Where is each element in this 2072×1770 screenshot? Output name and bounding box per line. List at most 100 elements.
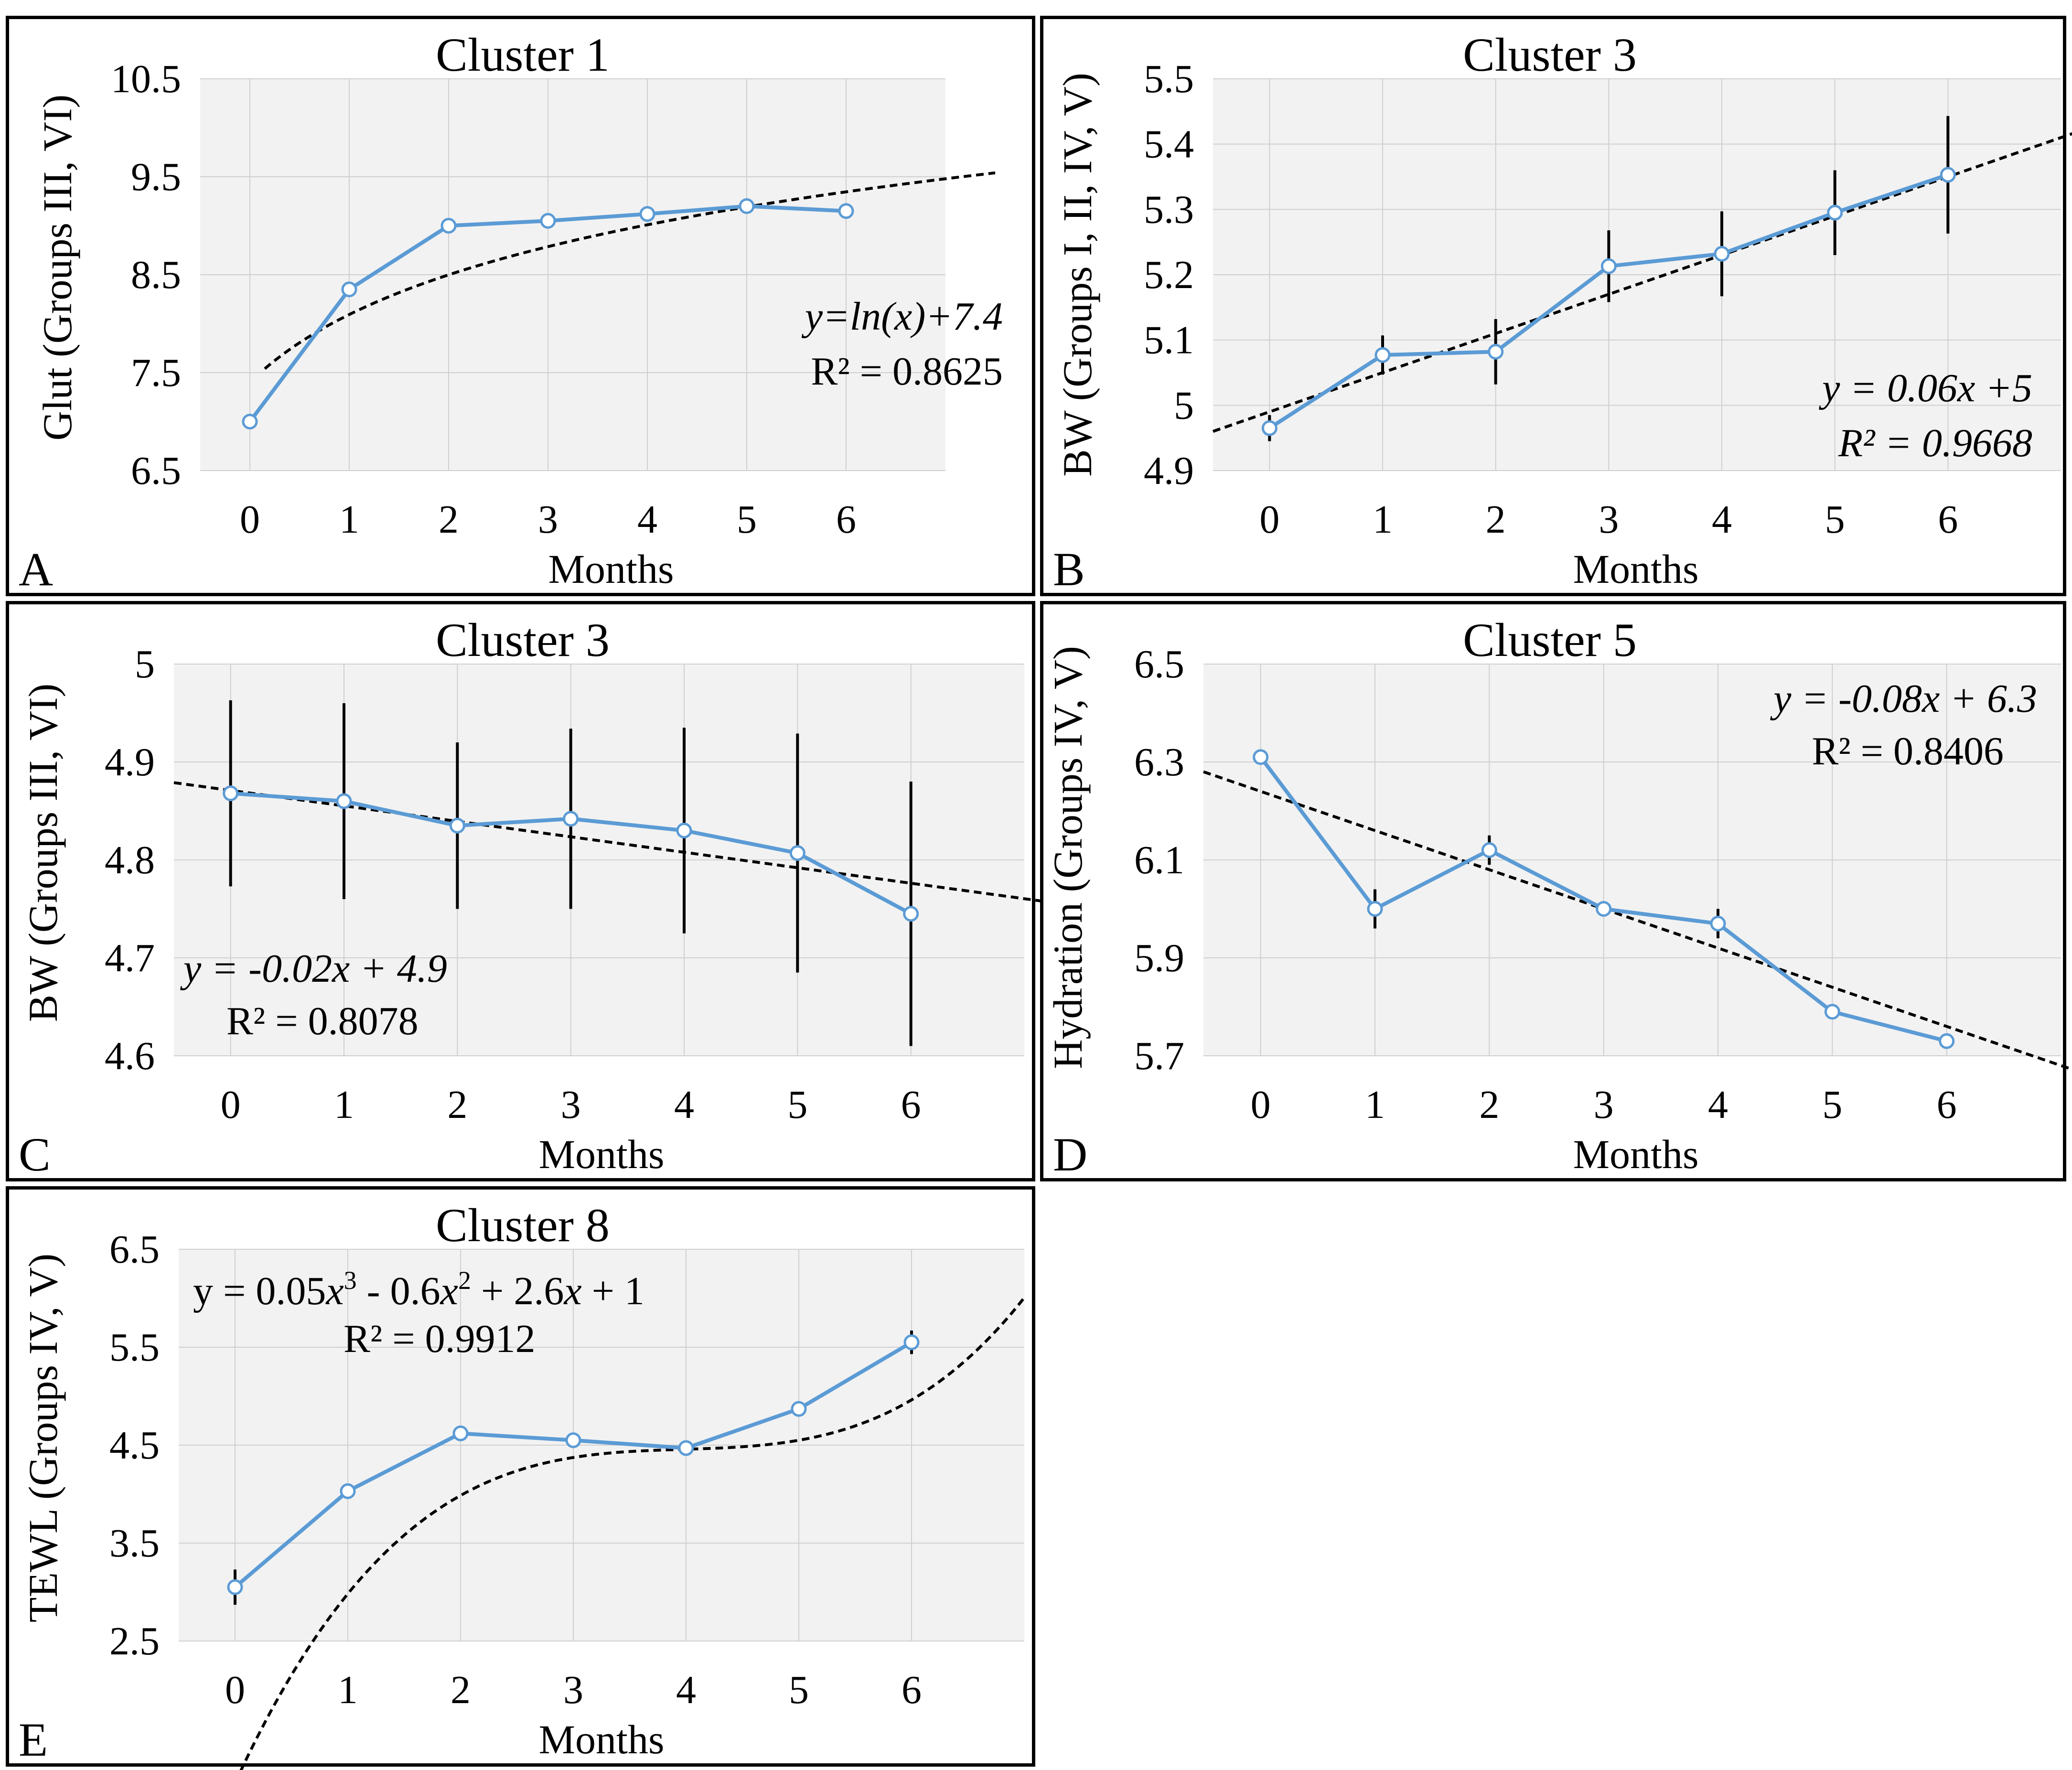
y-axis-label: Hydration (Groups IV, V) xyxy=(1045,646,1091,1069)
x-tick-label: 4 xyxy=(1708,1083,1728,1127)
x-tick-label: 1 xyxy=(338,1668,358,1712)
y-tick-label: 5.5 xyxy=(1144,57,1194,101)
chart-e: Cluster 8 2.5 3.5 4.5 5.5 6.5 0 1 2 3 4 5 6 y = 0.0… xyxy=(19,1199,1026,1770)
chart-title: Cluster 5 xyxy=(1463,613,1637,666)
r-squared: R² = 0.9912 xyxy=(344,1317,536,1361)
data-point xyxy=(789,845,805,861)
chart-c: Cluster 3 4.6 4.7 4.8 4.9 5 0 1 2 3 4 5 6 y = -0.02… xyxy=(19,613,1082,1181)
data-point xyxy=(563,811,579,827)
plot-area: 6.5 7.5 8.5 9.5 10.5 0 1 2 3 4 5 6 xyxy=(111,57,996,542)
chart-title: Cluster 3 xyxy=(1463,28,1637,81)
x-tick-label: 5 xyxy=(737,497,757,542)
y-tick-label: 5.9 xyxy=(1134,936,1184,980)
y-tick-label: 5.1 xyxy=(1144,318,1194,363)
data-point xyxy=(1600,258,1617,274)
panel-d: Cluster 5 5.7 5.9 6.1 6.3 6.5 0 1 2 3 4 5 6 y = -0.… xyxy=(1040,601,2072,1181)
data-point xyxy=(1824,1004,1840,1020)
x-tick-label: 4 xyxy=(676,1668,696,1712)
y-axis-label: BW (Groups I, II, IV, V) xyxy=(1054,73,1100,477)
y-tick-label: 9.5 xyxy=(131,155,181,199)
y-tick-label: 10.5 xyxy=(111,57,181,101)
plot-area: 5.7 5.9 6.1 6.3 6.5 0 1 2 3 4 5 6 xyxy=(1134,642,2072,1127)
x-tick-label: 0 xyxy=(240,497,260,542)
plot-area: 4.9 5 5.1 5.2 5.3 5.4 5.5 0 1 2 3 4 5 6 xyxy=(1144,57,2072,542)
x-tick-label: 4 xyxy=(674,1083,694,1127)
r-squared: R² = 0.8625 xyxy=(811,349,1003,394)
x-tick-label: 6 xyxy=(836,497,856,542)
x-tick-label: 0 xyxy=(225,1668,245,1712)
y-tick-label: 4.9 xyxy=(105,740,155,784)
x-tick-label: 6 xyxy=(1938,497,1958,542)
equation-part: y = 0.05 xyxy=(193,1269,326,1313)
x-tick-label: 6 xyxy=(1937,1083,1957,1127)
x-tick-label: 3 xyxy=(563,1668,583,1712)
trendline xyxy=(264,171,996,370)
panel-a: Cluster 1 6.5 7.5 8.5 9.5 10.5 0 1 2 3 4 5 6 y=ln(x… xyxy=(6,16,1035,596)
data-point xyxy=(1374,347,1391,363)
y-tick-label: 4.9 xyxy=(1144,449,1194,493)
y-tick-label: 5 xyxy=(135,642,155,687)
y-tick-label: 7.5 xyxy=(131,351,181,395)
y-tick-label: 6.3 xyxy=(1134,740,1184,784)
data-point xyxy=(340,1483,356,1499)
x-tick-label: 5 xyxy=(789,1668,809,1712)
data-point xyxy=(903,1334,920,1351)
panel-label: C xyxy=(19,1128,51,1181)
y-tick-label: 8.5 xyxy=(131,253,181,297)
data-point xyxy=(1710,915,1726,932)
panel-b: Cluster 3 4.9 5 5.1 5.2 5.3 5.4 5.5 0 1 2 3 4 5 6 y =… xyxy=(1040,16,2072,596)
data-point xyxy=(1714,246,1730,262)
y-tick-label: 6.5 xyxy=(109,1227,160,1272)
data-point xyxy=(676,823,692,838)
equation-part: x xyxy=(440,1269,458,1313)
panel-label: A xyxy=(19,543,53,596)
y-tick-label: 5 xyxy=(1174,383,1194,428)
trend-equation: y=ln(x)+7.4 xyxy=(801,294,1003,339)
data-point xyxy=(639,206,655,222)
y-tick-label: 4.6 xyxy=(105,1034,155,1078)
equation-part: + 2.6 xyxy=(471,1269,564,1313)
plot-area: 4.6 4.7 4.8 4.9 5 0 1 2 3 4 5 6 xyxy=(105,642,1082,1127)
y-tick-label: 3.5 xyxy=(109,1521,160,1566)
x-tick-label: 2 xyxy=(439,497,459,542)
x-tick-label: 0 xyxy=(1251,1083,1271,1127)
x-tick-label: 5 xyxy=(787,1083,807,1127)
x-tick-label: 6 xyxy=(902,1668,922,1712)
data-point xyxy=(838,203,854,219)
y-axis-label: Glut (Groups III, VI) xyxy=(34,95,80,441)
x-tick-label: 3 xyxy=(1599,497,1619,542)
y-tick-label: 4.5 xyxy=(109,1423,160,1468)
x-tick-label: 0 xyxy=(1259,497,1279,542)
trendline xyxy=(173,781,1082,908)
r-squared: R² = 0.9668 xyxy=(1838,421,2032,465)
x-axis-label: Months xyxy=(539,1716,665,1762)
y-tick-label: 5.5 xyxy=(109,1325,160,1370)
chart-title: Cluster 1 xyxy=(436,28,610,81)
equation-part: x xyxy=(325,1269,344,1313)
equation-part: 2 xyxy=(458,1266,471,1295)
data-point xyxy=(1367,901,1383,917)
x-tick-label: 2 xyxy=(1486,497,1506,542)
x-tick-label: 1 xyxy=(1365,1083,1385,1127)
data-point xyxy=(678,1440,694,1456)
panel-c: Cluster 3 4.6 4.7 4.8 4.9 5 0 1 2 3 4 5 6 y = -0.02… xyxy=(6,601,1082,1181)
plot-area: 2.5 3.5 4.5 5.5 6.5 0 1 2 3 4 5 6 xyxy=(109,1227,1026,1770)
equation-part: 3 xyxy=(344,1266,357,1295)
x-tick-label: 5 xyxy=(1822,1083,1842,1127)
y-axis-label: BW (Groups III, VI) xyxy=(20,684,66,1022)
data-point xyxy=(903,906,919,922)
r-squared: R² = 0.8078 xyxy=(226,999,419,1043)
data-point xyxy=(1940,167,1956,183)
data-point xyxy=(242,414,258,429)
y-tick-label: 6.5 xyxy=(1134,642,1184,687)
data-point xyxy=(565,1432,581,1448)
trendline xyxy=(239,1297,1026,1770)
panel-e: Cluster 8 2.5 3.5 4.5 5.5 6.5 0 1 2 3 4 5 6 y = 0.0… xyxy=(6,1186,1035,1770)
y-axis-label: TEWL (Groups IV, V) xyxy=(20,1254,66,1622)
r-squared: R² = 0.8406 xyxy=(1812,729,2004,773)
trendline xyxy=(1213,132,2072,433)
x-tick-label: 4 xyxy=(1712,497,1732,542)
y-tick-label: 5.2 xyxy=(1144,253,1194,297)
data-point xyxy=(1253,749,1269,765)
x-axis-label: Months xyxy=(548,546,674,592)
